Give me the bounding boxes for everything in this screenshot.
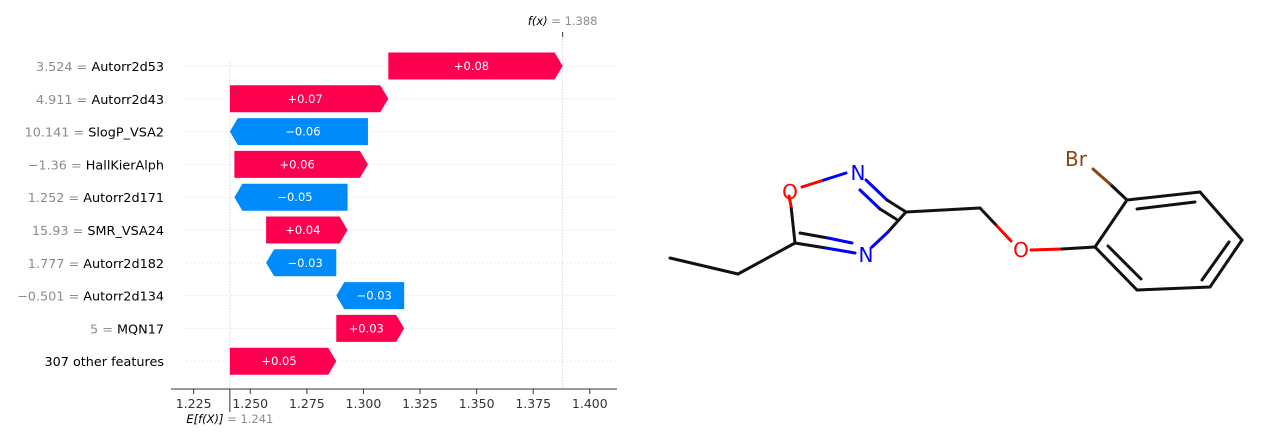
- negative-contribution-bar: [234, 183, 348, 211]
- feature-name: SlogP_VSA2: [88, 126, 164, 141]
- feature-name: Autorr2d43: [91, 93, 164, 108]
- positive-contribution-bar: [266, 216, 348, 244]
- feature-value: 15.93 =: [32, 224, 88, 239]
- feature-name: 307 other features: [44, 355, 164, 370]
- shap-waterfall-chart: +0.08 +0.07 −0.06 +0.06 −0.05 +0.04 −0.03 −0.03…: [17, 14, 617, 426]
- positive-contribution-bar: [234, 150, 368, 178]
- oxygen-1-atom-label: O: [782, 180, 798, 204]
- negative-contribution-bar: [229, 118, 368, 146]
- feature-value: 5 =: [90, 322, 117, 337]
- feature-value: 3.524 =: [36, 60, 92, 75]
- output-value: 1.388: [565, 14, 598, 28]
- nitrogen-4-atom-label: N: [859, 243, 874, 267]
- contribution-label: −0.05: [277, 190, 312, 204]
- x-tick-label: 1.250: [232, 396, 268, 411]
- feature-name: Autorr2d171: [83, 191, 164, 206]
- positive-contribution-bar: [229, 85, 389, 113]
- feature-label: −1.36 = HallKierAlph: [28, 158, 164, 173]
- positive-contribution-bar: [336, 314, 405, 342]
- x-axis: 1.225 1.250 1.275 1.300 1.325 1.350 1.375 1.400: [171, 388, 617, 411]
- feature-label: 5 = MQN17: [90, 322, 164, 337]
- molecule-structure: O N N O Br: [668, 147, 1244, 292]
- molecule-bonds: [668, 167, 1244, 292]
- output-value-label: f(x) = 1.388: [528, 14, 598, 28]
- atom-labels: O N N O Br: [782, 147, 1088, 267]
- feature-label: 10.141 = SlogP_VSA2: [25, 126, 164, 141]
- x-tick-label: 1.350: [459, 396, 495, 411]
- base-value-label: E[f(X)] = 1.241: [186, 412, 273, 426]
- bromine-atom-label: Br: [1065, 147, 1088, 171]
- output-eq: =: [548, 14, 565, 28]
- contribution-label: +0.08: [454, 59, 489, 73]
- contribution-label: +0.06: [280, 157, 315, 171]
- feature-label: −0.501 = Autorr2d134: [17, 290, 164, 305]
- feature-label: 15.93 = SMR_VSA24: [32, 224, 164, 239]
- feature-label: 307 other features: [44, 355, 164, 370]
- reference-lines: [229, 32, 564, 412]
- contribution-label: +0.04: [285, 223, 320, 237]
- feature-value: 10.141 =: [25, 126, 89, 141]
- contribution-label: +0.07: [287, 92, 322, 106]
- feature-value: 4.911 =: [36, 93, 92, 108]
- feature-value: 1.777 =: [28, 257, 84, 272]
- x-tick-label: 1.375: [515, 396, 551, 411]
- negative-contribution-bar: [336, 282, 405, 310]
- contribution-label: −0.03: [288, 256, 323, 270]
- feature-name: MQN17: [117, 322, 164, 337]
- output-func: f(x): [528, 14, 548, 28]
- oxygen-ether-atom-label: O: [1013, 238, 1029, 262]
- feature-name: HallKierAlph: [86, 158, 164, 173]
- feature-label: 4.911 = Autorr2d43: [36, 93, 164, 108]
- x-tick-label: 1.225: [176, 396, 212, 411]
- feature-name: Autorr2d182: [83, 257, 164, 272]
- contribution-bars: +0.08 +0.07 −0.06 +0.06 −0.05 +0.04 −0.03 −0.03…: [229, 52, 563, 375]
- feature-name: Autorr2d134: [83, 290, 164, 305]
- feature-value: 1.252 =: [28, 191, 84, 206]
- contribution-label: +0.03: [349, 321, 384, 335]
- base-value: 1.241: [240, 412, 273, 426]
- positive-contribution-bar: [229, 347, 337, 375]
- base-func: E[f(X)]: [186, 412, 223, 426]
- x-tick-label: 1.400: [572, 396, 608, 411]
- x-tick-label: 1.275: [289, 396, 325, 411]
- feature-label: 3.524 = Autorr2d53: [36, 60, 164, 75]
- positive-contribution-bar: [388, 52, 563, 80]
- contribution-label: −0.06: [285, 125, 320, 139]
- contribution-label: −0.03: [357, 289, 392, 303]
- negative-contribution-bar: [266, 249, 337, 277]
- x-tick-label: 1.300: [346, 396, 382, 411]
- feature-name: SMR_VSA24: [87, 224, 164, 239]
- x-tick-label: 1.325: [402, 396, 438, 411]
- feature-value: −1.36 =: [28, 158, 86, 173]
- feature-labels: 3.524 = Autorr2d53 4.911 = Autorr2d43 10.1…: [17, 60, 164, 370]
- contribution-label: +0.05: [261, 354, 296, 368]
- feature-label: 1.252 = Autorr2d171: [28, 191, 164, 206]
- nitrogen-2-atom-label: N: [851, 161, 866, 185]
- feature-name: Autorr2d53: [91, 60, 164, 75]
- base-eq: =: [223, 412, 240, 426]
- feature-value: −0.501 =: [17, 290, 83, 305]
- feature-label: 1.777 = Autorr2d182: [28, 257, 164, 272]
